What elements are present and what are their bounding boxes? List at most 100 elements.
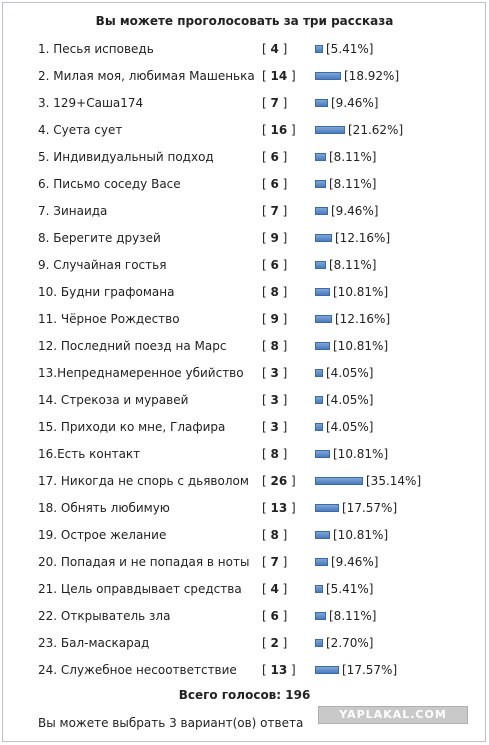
poll-option-bar — [315, 396, 323, 404]
poll-option-row: 24. Служебное несоответствие [ 13 ] [17.57… — [0, 657, 489, 684]
poll-option-vote-count: [ 4 ] — [262, 582, 288, 596]
poll-option-bar — [315, 504, 339, 512]
poll-option-label: 15. Приходи ко мне, Глафира — [38, 420, 226, 434]
poll-option-label: 2. Милая моя, любимая Машенька — [38, 69, 255, 83]
poll-option-percent: [10.81%] — [333, 447, 389, 461]
poll-option-label: 9. Случайная гостья — [38, 258, 167, 272]
poll-option-votes: 7 — [270, 555, 279, 569]
poll-option-votes: 13 — [270, 501, 288, 515]
poll-option-label: 4. Суета сует — [38, 123, 123, 137]
poll-option-label: 5. Индивидуальный подход — [38, 150, 214, 164]
poll-option-row: 20. Попадая и не попадая в ноты [ 7 ] [9.4… — [0, 549, 489, 576]
poll-option-label: 13.Непреднамеренное убийство — [38, 366, 244, 380]
poll-option-votes: 8 — [270, 339, 279, 353]
poll-option-bar — [315, 45, 323, 53]
poll-option-percent: [10.81%] — [333, 528, 389, 542]
poll-option-label: 19. Острое желание — [38, 528, 167, 542]
poll-option-vote-count: [ 8 ] — [262, 528, 288, 542]
site-watermark-logo: YAPLAKAL.COM — [318, 706, 468, 724]
poll-option-bar — [315, 180, 326, 188]
poll-option-label: 1. Песья исповедь — [38, 42, 154, 56]
poll-option-percent: [9.46%] — [331, 555, 379, 569]
poll-option-votes: 9 — [270, 231, 279, 245]
poll-option-row: 22. Открыватель зла [ 6 ] [8.11%] — [0, 603, 489, 630]
poll-option-row: 8. Берегите друзей [ 9 ] [12.16%] — [0, 225, 489, 252]
poll-option-percent: [9.46%] — [331, 204, 379, 218]
poll-option-row: 16.Есть контакт [ 8 ] [10.81%] — [0, 441, 489, 468]
poll-option-votes: 6 — [270, 177, 279, 191]
poll-option-vote-count: [ 6 ] — [262, 609, 288, 623]
poll-option-bar — [315, 423, 323, 431]
poll-option-vote-count: [ 16 ] — [262, 123, 296, 137]
poll-option-label: 8. Берегите друзей — [38, 231, 161, 245]
poll-option-row: 13.Непреднамеренное убийство [ 3 ] [4.05%] — [0, 360, 489, 387]
choice-limit-note: Вы можете выбрать 3 вариант(ов) ответа — [38, 716, 304, 730]
poll-option-bar — [315, 558, 328, 566]
poll-option-bar — [315, 342, 330, 350]
poll-option-percent: [8.11%] — [329, 150, 377, 164]
poll-option-votes: 4 — [270, 582, 279, 596]
poll-option-votes: 7 — [270, 204, 279, 218]
poll-option-percent: [12.16%] — [335, 312, 391, 326]
poll-option-bar — [315, 126, 345, 134]
poll-option-percent: [8.11%] — [329, 258, 377, 272]
poll-option-votes: 3 — [270, 366, 279, 380]
poll-option-row: 11. Чёрное Рождество [ 9 ] [12.16%] — [0, 306, 489, 333]
poll-option-label: 21. Цель оправдывает средства — [38, 582, 242, 596]
poll-option-vote-count: [ 9 ] — [262, 231, 288, 245]
poll-option-percent: [35.14%] — [366, 474, 422, 488]
poll-option-percent: [5.41%] — [326, 582, 374, 596]
poll-options-list: 1. Песья исповедь [ 4 ] [5.41%] 2. Милая мо… — [0, 36, 489, 684]
poll-option-bar — [315, 261, 326, 269]
poll-option-votes: 6 — [270, 609, 279, 623]
poll-option-percent: [21.62%] — [348, 123, 404, 137]
poll-option-vote-count: [ 3 ] — [262, 420, 288, 434]
poll-option-row: 12. Последний поезд на Марс [ 8 ] [10.81%] — [0, 333, 489, 360]
poll-option-row: 7. Зинаида [ 7 ] [9.46%] — [0, 198, 489, 225]
poll-option-bar — [315, 72, 341, 80]
poll-option-row: 19. Острое желание [ 8 ] [10.81%] — [0, 522, 489, 549]
poll-option-votes: 4 — [270, 42, 279, 56]
poll-option-bar — [315, 477, 363, 485]
poll-option-bar — [315, 585, 323, 593]
poll-option-row: 21. Цель оправдывает средства [ 4 ] [5.41%… — [0, 576, 489, 603]
poll-option-row: 23. Бал-маскарад [ 2 ] [2.70%] — [0, 630, 489, 657]
poll-option-label: 24. Служебное несоответствие — [38, 663, 237, 677]
poll-option-row: 1. Песья исповедь [ 4 ] [5.41%] — [0, 36, 489, 63]
poll-option-row: 18. Обнять любимую [ 13 ] [17.57%] — [0, 495, 489, 522]
poll-option-label: 12. Последний поезд на Марс — [38, 339, 227, 353]
poll-option-vote-count: [ 6 ] — [262, 258, 288, 272]
poll-option-votes: 16 — [270, 123, 288, 137]
poll-option-percent: [17.57%] — [342, 501, 398, 515]
poll-option-vote-count: [ 8 ] — [262, 339, 288, 353]
poll-option-percent: [8.11%] — [329, 609, 377, 623]
poll-option-votes: 8 — [270, 285, 279, 299]
poll-option-label: 7. Зинаида — [38, 204, 108, 218]
poll-option-bar — [315, 288, 330, 296]
poll-option-bar — [315, 99, 328, 107]
poll-option-label: 16.Есть контакт — [38, 447, 141, 461]
poll-option-vote-count: [ 6 ] — [262, 150, 288, 164]
poll-option-percent: [10.81%] — [333, 339, 389, 353]
poll-option-label: 10. Будни графомана — [38, 285, 175, 299]
poll-option-vote-count: [ 26 ] — [262, 474, 296, 488]
poll-option-percent: [8.11%] — [329, 177, 377, 191]
poll-option-vote-count: [ 13 ] — [262, 663, 296, 677]
poll-option-bar — [315, 315, 332, 323]
poll-option-vote-count: [ 8 ] — [262, 447, 288, 461]
poll-option-vote-count: [ 6 ] — [262, 177, 288, 191]
poll-option-bar — [315, 639, 323, 647]
poll-option-vote-count: [ 9 ] — [262, 312, 288, 326]
poll-option-votes: 6 — [270, 258, 279, 272]
poll-option-vote-count: [ 4 ] — [262, 42, 288, 56]
poll-option-votes: 3 — [270, 420, 279, 434]
poll-option-row: 14. Стрекоза и муравей [ 3 ] [4.05%] — [0, 387, 489, 414]
poll-option-label: 18. Обнять любимую — [38, 501, 170, 515]
poll-option-label: 6. Письмо соседу Васе — [38, 177, 181, 191]
poll-option-label: 23. Бал-маскарад — [38, 636, 150, 650]
poll-option-vote-count: [ 3 ] — [262, 366, 288, 380]
poll-option-bar — [315, 666, 339, 674]
poll-option-votes: 8 — [270, 447, 279, 461]
poll-option-percent: [4.05%] — [326, 420, 374, 434]
